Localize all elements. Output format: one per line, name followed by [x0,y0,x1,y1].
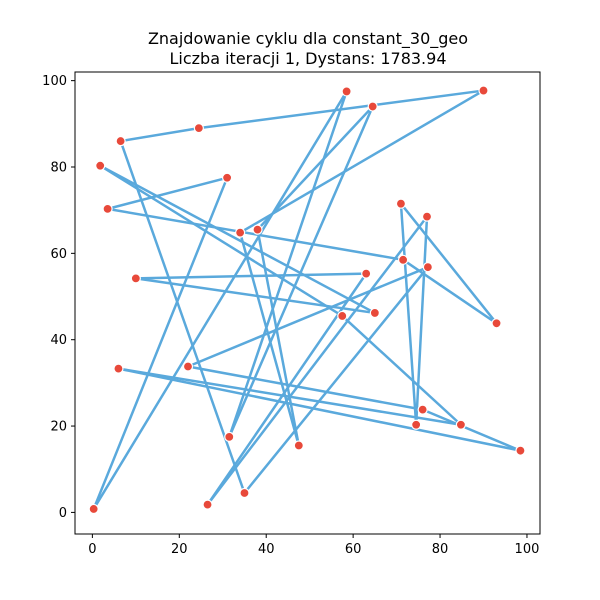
path-segment [106,176,229,211]
city-point [395,198,407,209]
path-segment [206,215,429,506]
path-segment [186,365,424,411]
path-segment [401,258,498,325]
x-tick-label: 100 [515,542,540,557]
path-segment [238,231,301,447]
city-point [455,419,467,430]
chart-title-line-2: Liczba iteracji 1, Dystans: 1783.94 [170,49,447,68]
x-tick-label: 60 [345,542,362,557]
city-point [367,101,378,112]
city-point [422,262,433,273]
city-point [491,318,502,329]
city-point [224,431,235,442]
path-segment [228,90,348,439]
path-segment [421,408,522,452]
path-segment [399,202,498,325]
city-point [515,445,526,456]
path-segment [256,228,301,447]
city-point [369,307,380,319]
path-segment [238,89,485,234]
chart-title-line-1: Znajdowanie cyklu dla constant_30_geo [148,29,468,49]
path-segment [341,314,463,427]
city-point [478,85,489,96]
path-segment [106,207,405,262]
path-segment [98,164,377,315]
path-segment [186,265,430,368]
city-point [88,503,99,515]
axes-frame [74,71,541,535]
city-point [235,227,246,238]
city-point [341,86,352,97]
path-segment [119,126,201,143]
path-segment [399,202,418,427]
city-point [202,499,213,510]
city-point [411,419,422,430]
path-segment [92,176,229,511]
city-point [239,487,250,499]
path-segment [414,215,429,427]
y-tick-label: 40 [50,333,67,348]
x-axis-ticks: 0 20 40 60 80 100 [88,534,539,557]
y-tick-label: 60 [50,247,67,262]
city-point [115,135,126,147]
path-segment [92,90,348,511]
city-point [102,203,113,214]
city-point [95,160,106,171]
city-point [417,404,428,415]
city-point [130,273,141,284]
x-tick-label: 20 [171,542,188,557]
path-segment [117,367,522,452]
path-segment [134,277,377,315]
city-point [113,363,124,374]
city-point [182,361,194,372]
city-point [293,440,304,451]
x-tick-label: 40 [258,542,275,557]
city-point [252,224,263,235]
city-point [398,254,409,265]
y-axis-ticks: 0 20 40 60 80 100 [42,74,75,521]
path-segment [228,105,374,439]
city-point [193,123,204,134]
x-tick-label: 0 [88,542,96,557]
city-point [421,211,433,222]
city-point [222,172,233,183]
y-tick-label: 100 [42,74,67,89]
y-tick-label: 80 [50,160,67,175]
y-tick-label: 0 [59,506,67,521]
cycle-path [92,89,522,511]
city-point [361,268,372,279]
path-segment [98,164,344,318]
x-tick-label: 80 [432,542,449,557]
city-points [88,85,526,515]
path-segment [119,139,246,495]
path-segment [243,265,430,495]
y-tick-label: 20 [50,420,67,435]
city-point [337,310,348,322]
